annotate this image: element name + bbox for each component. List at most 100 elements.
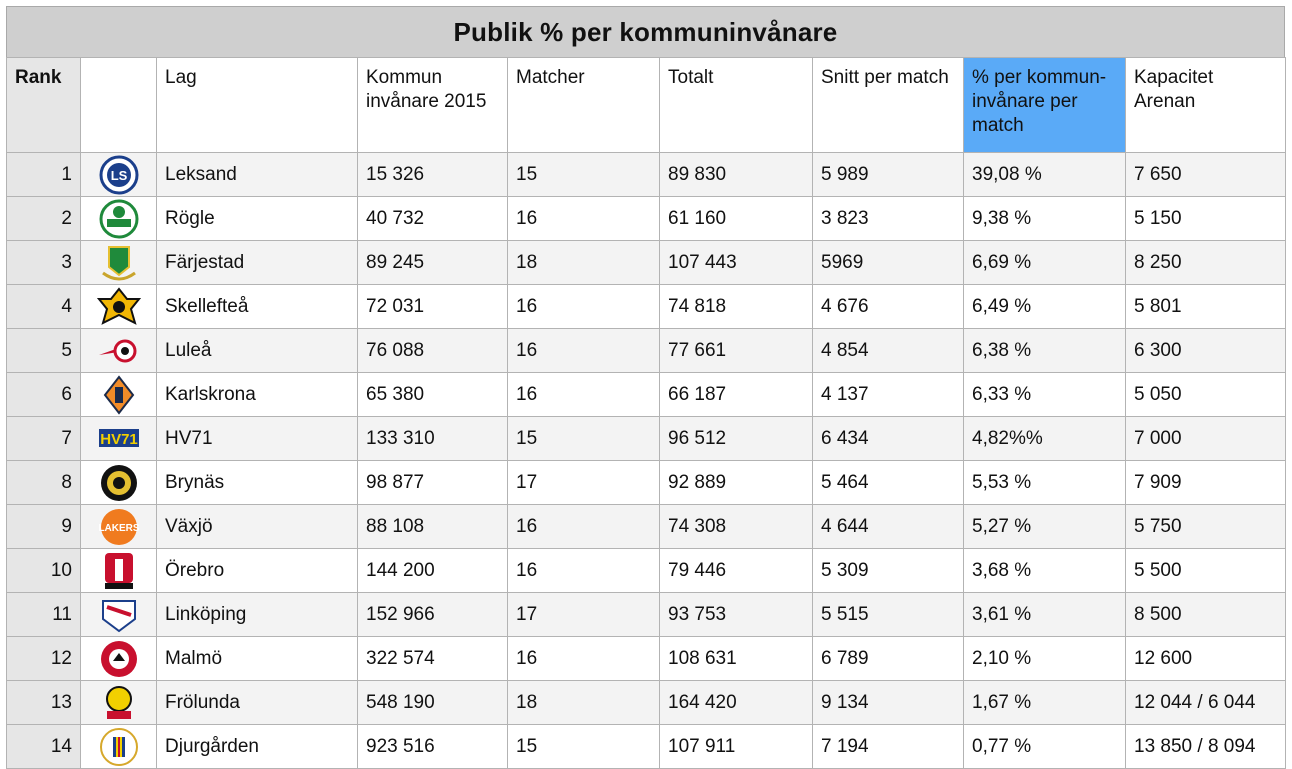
cell-matches[interactable]: 18 bbox=[507, 240, 660, 285]
cell-avg[interactable]: 4 644 bbox=[812, 504, 964, 549]
cell-avg[interactable]: 4 676 bbox=[812, 284, 964, 329]
header-team[interactable]: Lag bbox=[156, 57, 358, 153]
cell-capacity[interactable]: 8 500 bbox=[1125, 592, 1286, 637]
cell-capacity[interactable]: 5 150 bbox=[1125, 196, 1286, 241]
cell-avg[interactable]: 5 989 bbox=[812, 152, 964, 197]
cell-population[interactable]: 98 877 bbox=[357, 460, 508, 505]
cell-team[interactable]: Karlskrona bbox=[156, 372, 358, 417]
cell-logo[interactable]: HV71 bbox=[80, 416, 157, 461]
cell-total[interactable]: 93 753 bbox=[659, 592, 813, 637]
cell-population[interactable]: 923 516 bbox=[357, 724, 508, 769]
cell-percent[interactable]: 9,38 % bbox=[963, 196, 1126, 241]
cell-avg[interactable]: 5 515 bbox=[812, 592, 964, 637]
cell-team[interactable]: Djurgården bbox=[156, 724, 358, 769]
cell-percent[interactable]: 0,77 % bbox=[963, 724, 1126, 769]
cell-total[interactable]: 74 818 bbox=[659, 284, 813, 329]
cell-rank[interactable]: 10 bbox=[6, 548, 81, 593]
cell-matches[interactable]: 17 bbox=[507, 592, 660, 637]
cell-avg[interactable]: 4 854 bbox=[812, 328, 964, 373]
cell-logo[interactable] bbox=[80, 592, 157, 637]
cell-percent[interactable]: 5,27 % bbox=[963, 504, 1126, 549]
cell-total[interactable]: 74 308 bbox=[659, 504, 813, 549]
cell-team[interactable]: Luleå bbox=[156, 328, 358, 373]
cell-avg[interactable]: 9 134 bbox=[812, 680, 964, 725]
cell-team[interactable]: Leksand bbox=[156, 152, 358, 197]
cell-percent[interactable]: 4,82%% bbox=[963, 416, 1126, 461]
cell-capacity[interactable]: 7 909 bbox=[1125, 460, 1286, 505]
cell-capacity[interactable]: 8 250 bbox=[1125, 240, 1286, 285]
cell-rank[interactable]: 8 bbox=[6, 460, 81, 505]
header-rank[interactable]: Rank bbox=[6, 57, 81, 153]
cell-population[interactable]: 88 108 bbox=[357, 504, 508, 549]
cell-logo[interactable] bbox=[80, 680, 157, 725]
cell-total[interactable]: 61 160 bbox=[659, 196, 813, 241]
cell-population[interactable]: 89 245 bbox=[357, 240, 508, 285]
cell-team[interactable]: Linköping bbox=[156, 592, 358, 637]
cell-matches[interactable]: 17 bbox=[507, 460, 660, 505]
cell-total[interactable]: 92 889 bbox=[659, 460, 813, 505]
cell-matches[interactable]: 16 bbox=[507, 328, 660, 373]
cell-total[interactable]: 79 446 bbox=[659, 548, 813, 593]
cell-rank[interactable]: 4 bbox=[6, 284, 81, 329]
cell-capacity[interactable]: 12 044 / 6 044 bbox=[1125, 680, 1286, 725]
cell-population[interactable]: 152 966 bbox=[357, 592, 508, 637]
cell-logo[interactable] bbox=[80, 240, 157, 285]
cell-matches[interactable]: 18 bbox=[507, 680, 660, 725]
cell-logo[interactable] bbox=[80, 724, 157, 769]
cell-capacity[interactable]: 13 850 / 8 094 bbox=[1125, 724, 1286, 769]
cell-team[interactable]: Färjestad bbox=[156, 240, 358, 285]
cell-team[interactable]: Frölunda bbox=[156, 680, 358, 725]
cell-rank[interactable]: 7 bbox=[6, 416, 81, 461]
cell-matches[interactable]: 16 bbox=[507, 196, 660, 241]
cell-matches[interactable]: 15 bbox=[507, 724, 660, 769]
cell-rank[interactable]: 2 bbox=[6, 196, 81, 241]
header-avg[interactable]: Snitt per match bbox=[812, 57, 964, 153]
cell-rank[interactable]: 14 bbox=[6, 724, 81, 769]
cell-logo[interactable] bbox=[80, 284, 157, 329]
cell-matches[interactable]: 16 bbox=[507, 504, 660, 549]
cell-capacity[interactable]: 6 300 bbox=[1125, 328, 1286, 373]
cell-total[interactable]: 66 187 bbox=[659, 372, 813, 417]
cell-population[interactable]: 548 190 bbox=[357, 680, 508, 725]
cell-population[interactable]: 144 200 bbox=[357, 548, 508, 593]
cell-capacity[interactable]: 5 750 bbox=[1125, 504, 1286, 549]
cell-logo[interactable]: LS bbox=[80, 152, 157, 197]
header-capacity[interactable]: Kapacitet Arenan bbox=[1125, 57, 1286, 153]
cell-rank[interactable]: 12 bbox=[6, 636, 81, 681]
cell-logo[interactable] bbox=[80, 372, 157, 417]
cell-total[interactable]: 107 443 bbox=[659, 240, 813, 285]
cell-matches[interactable]: 16 bbox=[507, 548, 660, 593]
cell-logo[interactable] bbox=[80, 328, 157, 373]
cell-team[interactable]: Örebro bbox=[156, 548, 358, 593]
cell-team[interactable]: Brynäs bbox=[156, 460, 358, 505]
cell-population[interactable]: 133 310 bbox=[357, 416, 508, 461]
cell-population[interactable]: 65 380 bbox=[357, 372, 508, 417]
cell-avg[interactable]: 5 464 bbox=[812, 460, 964, 505]
cell-logo[interactable]: LAKERS bbox=[80, 504, 157, 549]
cell-percent[interactable]: 3,68 % bbox=[963, 548, 1126, 593]
cell-team[interactable]: Växjö bbox=[156, 504, 358, 549]
cell-team[interactable]: Rögle bbox=[156, 196, 358, 241]
cell-capacity[interactable]: 7 000 bbox=[1125, 416, 1286, 461]
cell-percent[interactable]: 6,38 % bbox=[963, 328, 1126, 373]
cell-avg[interactable]: 4 137 bbox=[812, 372, 964, 417]
cell-team[interactable]: HV71 bbox=[156, 416, 358, 461]
cell-total[interactable]: 77 661 bbox=[659, 328, 813, 373]
cell-total[interactable]: 89 830 bbox=[659, 152, 813, 197]
cell-rank[interactable]: 5 bbox=[6, 328, 81, 373]
cell-rank[interactable]: 6 bbox=[6, 372, 81, 417]
cell-avg[interactable]: 3 823 bbox=[812, 196, 964, 241]
cell-percent[interactable]: 1,67 % bbox=[963, 680, 1126, 725]
cell-avg[interactable]: 7 194 bbox=[812, 724, 964, 769]
cell-matches[interactable]: 15 bbox=[507, 152, 660, 197]
cell-capacity[interactable]: 5 801 bbox=[1125, 284, 1286, 329]
cell-capacity[interactable]: 7 650 bbox=[1125, 152, 1286, 197]
cell-rank[interactable]: 13 bbox=[6, 680, 81, 725]
cell-rank[interactable]: 1 bbox=[6, 152, 81, 197]
cell-percent[interactable]: 3,61 % bbox=[963, 592, 1126, 637]
cell-percent[interactable]: 6,33 % bbox=[963, 372, 1126, 417]
cell-logo[interactable] bbox=[80, 460, 157, 505]
cell-population[interactable]: 40 732 bbox=[357, 196, 508, 241]
cell-population[interactable]: 322 574 bbox=[357, 636, 508, 681]
cell-population[interactable]: 72 031 bbox=[357, 284, 508, 329]
